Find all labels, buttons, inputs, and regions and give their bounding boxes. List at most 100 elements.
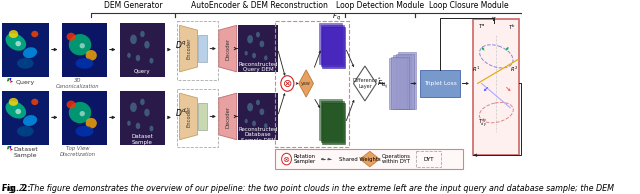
Text: Decoder: Decoder bbox=[225, 37, 230, 60]
Ellipse shape bbox=[130, 35, 137, 44]
FancyBboxPatch shape bbox=[2, 23, 49, 77]
Text: $F_q$: $F_q$ bbox=[332, 12, 340, 23]
Ellipse shape bbox=[260, 41, 264, 47]
FancyBboxPatch shape bbox=[238, 93, 278, 140]
Ellipse shape bbox=[140, 31, 145, 37]
Ellipse shape bbox=[15, 41, 21, 46]
Ellipse shape bbox=[260, 108, 264, 115]
Circle shape bbox=[282, 153, 291, 165]
Ellipse shape bbox=[256, 32, 260, 37]
Text: $T^b$: $T^b$ bbox=[508, 23, 516, 32]
FancyBboxPatch shape bbox=[275, 149, 463, 169]
Text: $T^{dy}_{dy}$: $T^{dy}_{dy}$ bbox=[479, 116, 488, 129]
FancyBboxPatch shape bbox=[198, 35, 207, 62]
Text: $\otimes$: $\otimes$ bbox=[282, 155, 291, 164]
Text: Reconstructed
Query DEM: Reconstructed Query DEM bbox=[238, 62, 278, 72]
Polygon shape bbox=[219, 93, 237, 140]
FancyBboxPatch shape bbox=[321, 101, 344, 142]
Polygon shape bbox=[180, 25, 198, 72]
FancyBboxPatch shape bbox=[198, 103, 207, 130]
Ellipse shape bbox=[247, 103, 253, 111]
Text: $\hat{F}_{d_{ij}}$: $\hat{F}_{d_{ij}}$ bbox=[377, 76, 388, 91]
Ellipse shape bbox=[264, 55, 268, 60]
Ellipse shape bbox=[17, 126, 33, 137]
Text: Encoder: Encoder bbox=[186, 106, 191, 127]
Polygon shape bbox=[180, 93, 198, 140]
Ellipse shape bbox=[15, 109, 21, 114]
Ellipse shape bbox=[140, 99, 145, 105]
Ellipse shape bbox=[244, 51, 248, 55]
Text: Query: Query bbox=[134, 69, 151, 74]
Ellipse shape bbox=[86, 118, 97, 129]
FancyBboxPatch shape bbox=[398, 52, 417, 109]
Ellipse shape bbox=[149, 58, 154, 64]
Text: $D^{d_n}$: $D^{d_n}$ bbox=[175, 106, 189, 119]
FancyBboxPatch shape bbox=[62, 91, 107, 145]
Text: Top View
Discretization: Top View Discretization bbox=[60, 146, 96, 157]
Ellipse shape bbox=[256, 100, 260, 105]
Text: 3D
Canonicalization: 3D Canonicalization bbox=[56, 78, 100, 89]
Ellipse shape bbox=[68, 34, 92, 55]
Ellipse shape bbox=[252, 53, 256, 58]
FancyBboxPatch shape bbox=[323, 27, 346, 68]
Ellipse shape bbox=[252, 121, 256, 126]
Ellipse shape bbox=[130, 102, 137, 112]
Ellipse shape bbox=[6, 33, 26, 51]
FancyBboxPatch shape bbox=[396, 54, 414, 109]
Ellipse shape bbox=[67, 33, 76, 41]
Ellipse shape bbox=[127, 53, 131, 58]
Ellipse shape bbox=[76, 126, 93, 137]
Text: Shared Weights: Shared Weights bbox=[339, 157, 381, 162]
Text: Difference
Layer: Difference Layer bbox=[352, 78, 378, 89]
FancyBboxPatch shape bbox=[474, 19, 519, 155]
Text: Fig. 2: The figure demonstrates the overview of our pipeline: the two point clou: Fig. 2: The figure demonstrates the over… bbox=[2, 184, 614, 193]
Text: AutoEncoder & DEM Reconstruction: AutoEncoder & DEM Reconstruction bbox=[191, 1, 328, 10]
Ellipse shape bbox=[79, 111, 85, 116]
Ellipse shape bbox=[31, 31, 38, 37]
Ellipse shape bbox=[247, 35, 253, 43]
Ellipse shape bbox=[31, 99, 38, 105]
Text: Dataset
Sample: Dataset Sample bbox=[13, 147, 38, 158]
FancyBboxPatch shape bbox=[120, 91, 165, 145]
Polygon shape bbox=[219, 25, 237, 72]
Ellipse shape bbox=[23, 47, 37, 58]
Text: Decoder: Decoder bbox=[225, 105, 230, 127]
Ellipse shape bbox=[79, 43, 85, 48]
Ellipse shape bbox=[17, 58, 33, 69]
Text: Reconstructed
Database
Sample DEM: Reconstructed Database Sample DEM bbox=[238, 126, 278, 143]
Ellipse shape bbox=[76, 58, 93, 69]
FancyBboxPatch shape bbox=[2, 91, 49, 145]
Ellipse shape bbox=[68, 102, 92, 123]
Ellipse shape bbox=[136, 123, 140, 129]
Text: Encoder: Encoder bbox=[186, 38, 191, 59]
FancyBboxPatch shape bbox=[394, 55, 412, 109]
Text: $R^1$: $R^1$ bbox=[472, 64, 480, 74]
Ellipse shape bbox=[6, 101, 26, 119]
Text: $R^2$: $R^2$ bbox=[510, 64, 518, 74]
FancyBboxPatch shape bbox=[62, 23, 107, 77]
Text: $D^q$: $D^q$ bbox=[175, 39, 186, 50]
Text: DYT: DYT bbox=[423, 157, 434, 162]
Ellipse shape bbox=[144, 41, 150, 48]
Text: Query: Query bbox=[16, 80, 35, 85]
Text: Fig. 2:: Fig. 2: bbox=[2, 184, 30, 193]
FancyBboxPatch shape bbox=[238, 25, 278, 72]
FancyBboxPatch shape bbox=[319, 23, 342, 64]
Polygon shape bbox=[353, 66, 376, 101]
Text: $F_{d_n}$: $F_{d_n}$ bbox=[331, 147, 342, 158]
Ellipse shape bbox=[149, 126, 154, 132]
Text: Triplet Loss: Triplet Loss bbox=[424, 81, 456, 86]
Ellipse shape bbox=[23, 115, 37, 126]
FancyBboxPatch shape bbox=[321, 25, 344, 66]
Text: $T^a$: $T^a$ bbox=[478, 23, 486, 31]
FancyBboxPatch shape bbox=[388, 58, 406, 109]
Text: yaw: yaw bbox=[301, 81, 311, 86]
FancyBboxPatch shape bbox=[120, 23, 165, 77]
Text: Rotation
Sampler: Rotation Sampler bbox=[294, 154, 316, 165]
Polygon shape bbox=[360, 151, 380, 167]
Text: Dataset
Sample: Dataset Sample bbox=[132, 134, 154, 145]
FancyBboxPatch shape bbox=[319, 99, 342, 140]
FancyBboxPatch shape bbox=[391, 57, 409, 109]
FancyBboxPatch shape bbox=[323, 103, 346, 144]
Ellipse shape bbox=[127, 121, 131, 126]
